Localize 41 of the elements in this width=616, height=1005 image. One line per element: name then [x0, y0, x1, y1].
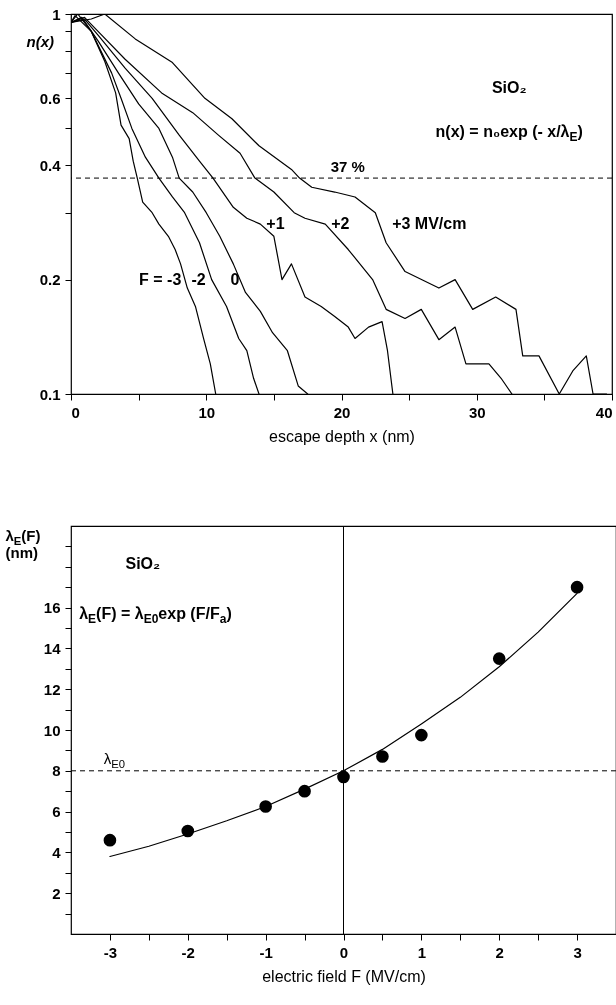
- y-tick-label: 0.4: [39, 156, 62, 174]
- x-tick-label: -3: [103, 943, 118, 961]
- x-tick-label: 3: [573, 943, 582, 961]
- x-axis-title: escape depth x (nm): [269, 427, 415, 445]
- annotation: n(x) = n₀exp (- x/λ$_{E}$): [435, 123, 583, 144]
- x-tick-label: 1: [417, 943, 427, 961]
- series-label: +2: [331, 215, 350, 233]
- x-tick-label: 0: [71, 403, 80, 421]
- ref-line-label: 37 %: [330, 158, 365, 176]
- series-label: +3 MV/cm: [392, 215, 467, 233]
- y-tick-label: 0.2: [39, 271, 61, 289]
- series-label: F = -3: [139, 270, 182, 288]
- x-tick-label: 40: [595, 403, 613, 421]
- y-tick-label: 10: [43, 721, 61, 739]
- y-axis-title: n(x): [26, 32, 54, 50]
- x-tick-label: 2: [495, 943, 504, 961]
- annotation: λ$_{E}$(F) = λ$_{E0}$exp (F/F$_{a}$): [79, 605, 232, 626]
- y-axis-title: λ$_{E}$(F) (nm): [5, 526, 41, 561]
- y-tick-label: 12: [43, 680, 61, 698]
- y-tick-label: 16: [43, 599, 61, 617]
- series-label: 0: [230, 270, 240, 288]
- x-tick-label: -1: [259, 943, 273, 961]
- y-tick-label: 1: [52, 5, 61, 23]
- y-tick-label: 0.6: [39, 89, 61, 107]
- y-tick-label: 0.1: [39, 385, 61, 403]
- ref-line-label: λ$_{E0}$: [103, 749, 125, 770]
- y-tick-label: 14: [43, 639, 62, 657]
- x-tick-label: 0: [339, 943, 349, 961]
- y-tick-label: 6: [52, 803, 61, 821]
- y-tick-label: 2: [52, 884, 61, 902]
- annotation: SiO₂: [491, 79, 527, 96]
- x-axis-title: electric field F (MV/cm): [262, 967, 426, 985]
- x-tick-label: 20: [333, 403, 351, 421]
- series-label: -2: [191, 270, 206, 288]
- x-tick-label: 30: [468, 403, 486, 421]
- annotation: SiO₂: [125, 555, 161, 572]
- x-tick-label: 10: [198, 403, 216, 421]
- y-tick-label: 8: [52, 762, 61, 780]
- x-tick-label: -2: [181, 943, 195, 961]
- y-tick-label: 4: [52, 843, 62, 861]
- series-label: +1: [266, 215, 285, 233]
